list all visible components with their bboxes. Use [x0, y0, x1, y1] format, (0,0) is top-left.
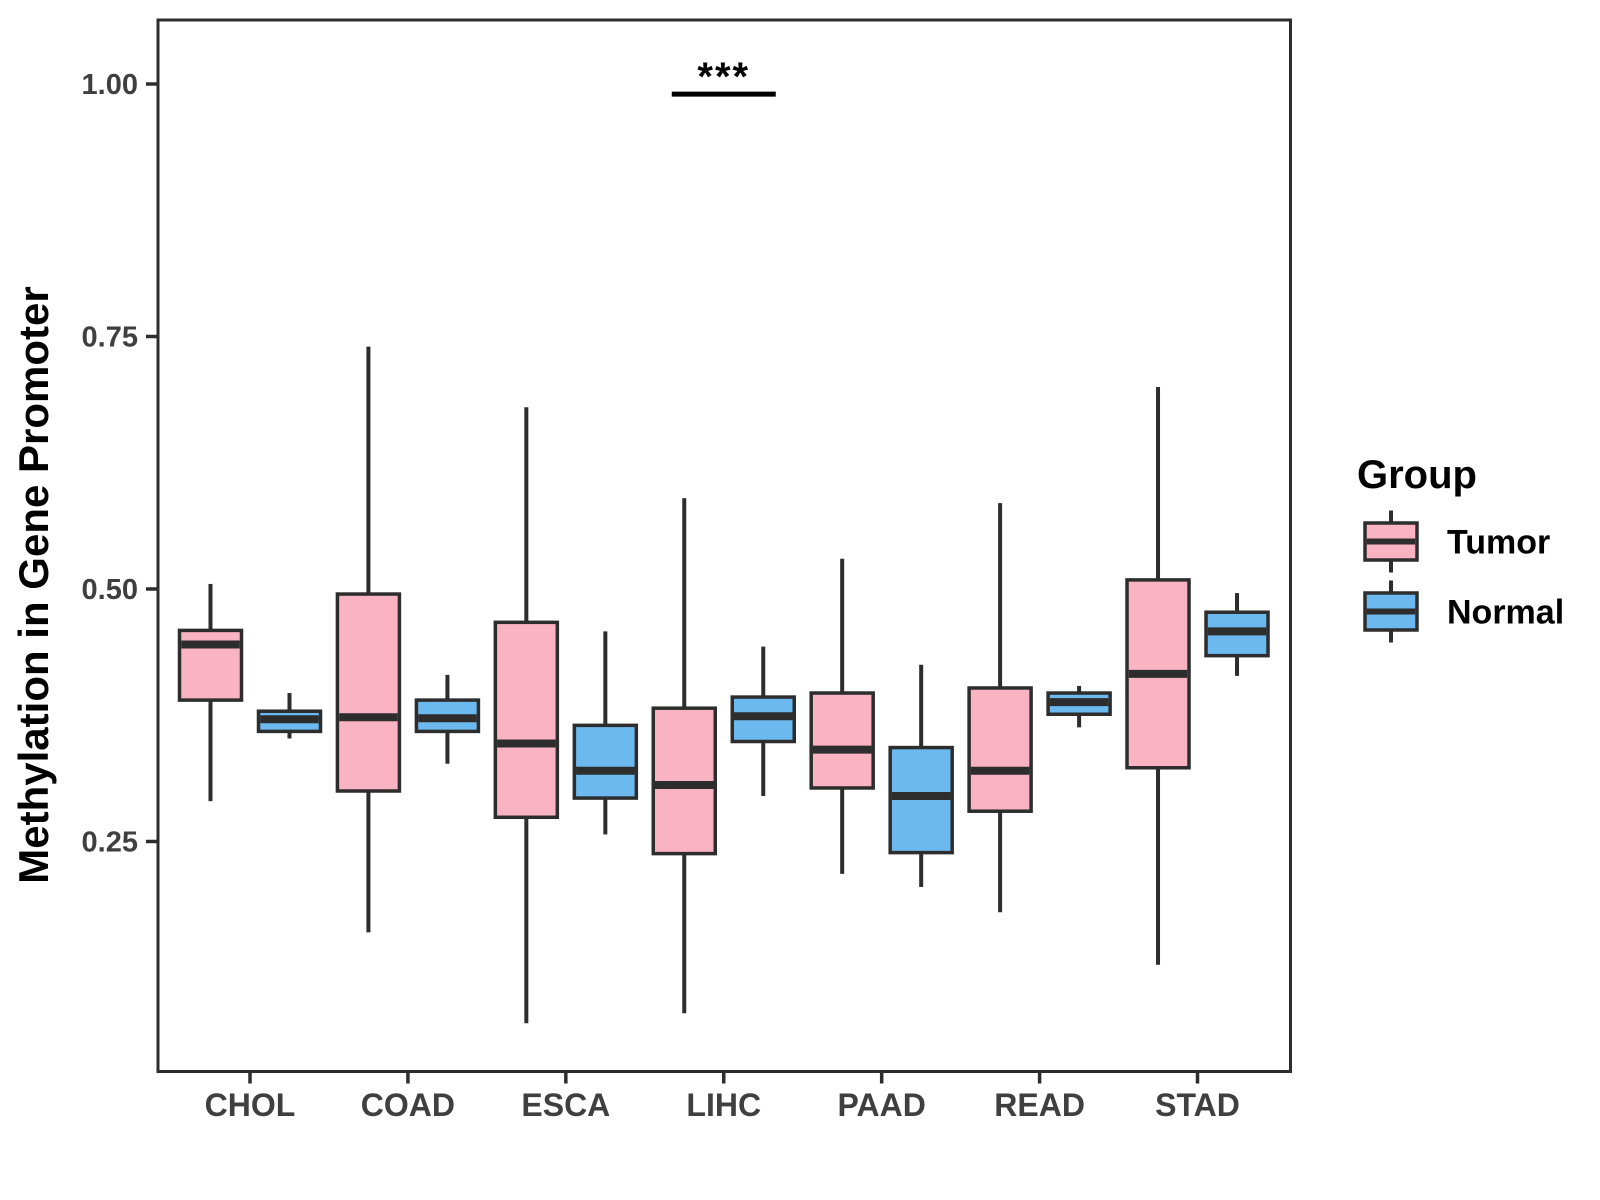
significance-stars: *** — [697, 55, 750, 99]
boxplot-coad-tumor-box — [335, 592, 402, 793]
boxplot-lihc-tumor-box — [651, 706, 718, 856]
boxplot-esca-tumor-box — [493, 620, 560, 820]
y-axis-title: Methylation in Gene Promoter — [10, 286, 57, 883]
x-axis-tick-label-coad: COAD — [361, 1087, 455, 1123]
boxplot-read-tumor-box — [967, 686, 1033, 813]
legend-title: Group — [1357, 453, 1477, 497]
x-axis-tick-label-stad: STAD — [1155, 1087, 1240, 1123]
boxplot-paad-tumor-box — [809, 691, 875, 790]
y-axis-tick-label: 0.25 — [82, 827, 138, 859]
x-axis-tick-label-chol: CHOL — [205, 1087, 296, 1123]
boxplot-esca-normal-box — [572, 723, 639, 800]
x-axis-tick-label-paad: PAAD — [838, 1087, 926, 1123]
x-axis-tick-label-esca: ESCA — [521, 1087, 610, 1123]
boxplot-paad-normal-box — [888, 745, 954, 855]
y-axis-tick-label: 1.00 — [82, 69, 138, 101]
y-axis-tick-label: 0.75 — [82, 322, 138, 354]
y-axis-tick-label: 0.50 — [82, 574, 138, 606]
x-axis-tick-label-read: READ — [994, 1087, 1085, 1123]
legend-label-tumor: Tumor — [1447, 524, 1550, 562]
legend-label-normal: Normal — [1447, 594, 1564, 632]
x-axis-tick-label-lihc: LIHC — [686, 1087, 761, 1123]
